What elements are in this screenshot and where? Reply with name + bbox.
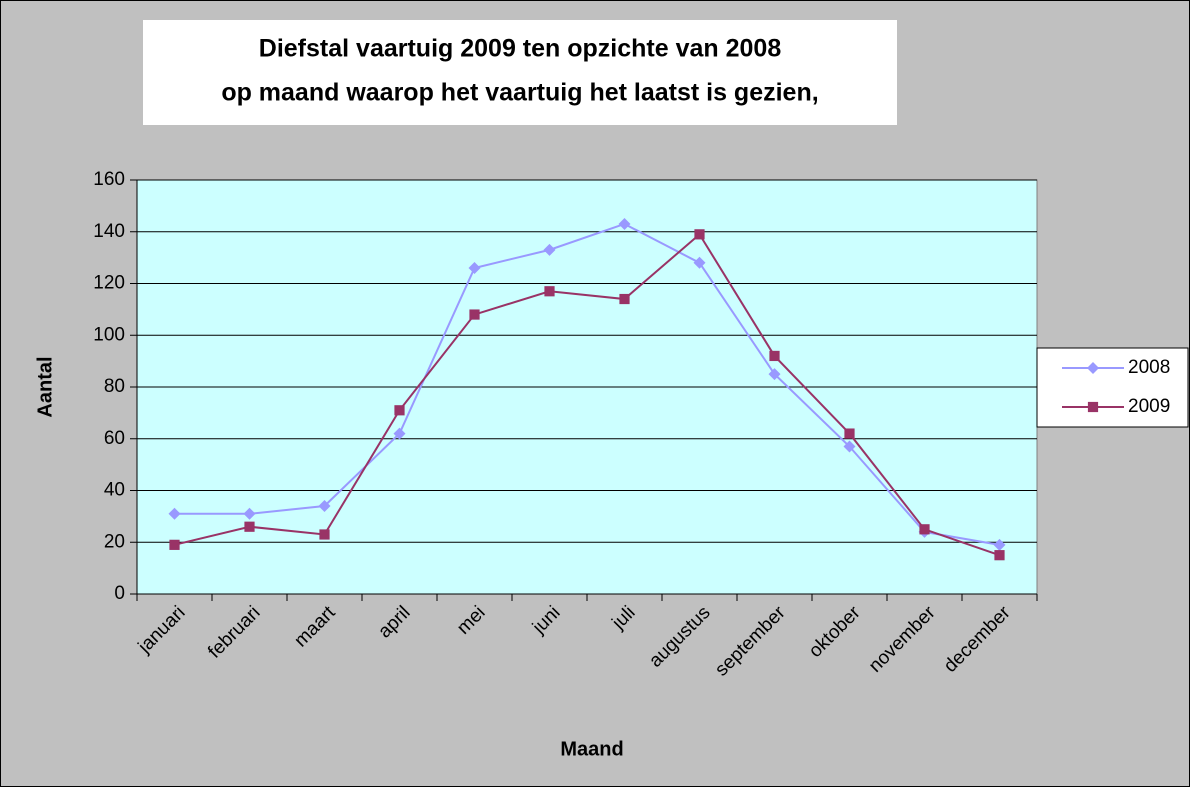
- marker: [169, 539, 180, 550]
- x-axis-label: Maand: [560, 738, 623, 760]
- marker: [319, 529, 330, 540]
- legend-marker: [1087, 362, 1099, 374]
- chart-title: Diefstal vaartuig 2009 ten opzichte van …: [259, 35, 782, 63]
- marker: [544, 286, 555, 297]
- legend-label: 2008: [1128, 357, 1170, 378]
- chart-title: op maand waarop het vaartuig het laatst …: [221, 79, 818, 107]
- marker: [394, 405, 405, 416]
- marker: [244, 521, 255, 532]
- marker: [168, 507, 181, 520]
- marker: [468, 261, 481, 274]
- marker: [318, 500, 331, 513]
- marker: [543, 243, 556, 256]
- marker: [994, 550, 1005, 561]
- y-tick-label: 20: [104, 531, 125, 552]
- legend-label: 2009: [1128, 396, 1170, 417]
- series-line: [174, 222, 1000, 546]
- marker: [393, 427, 406, 440]
- y-axis-label: Aantal: [34, 356, 56, 417]
- marker: [243, 507, 256, 520]
- marker: [619, 293, 630, 305]
- y-tick-label: 60: [104, 428, 125, 449]
- marker: [693, 256, 706, 269]
- title-box: [143, 20, 897, 125]
- y-tick-label: 140: [93, 221, 125, 242]
- marker: [769, 350, 780, 362]
- y-tick-label: 160: [93, 169, 125, 190]
- y-tick-label: 0: [114, 583, 125, 604]
- marker: [768, 368, 781, 381]
- marker: [993, 538, 1006, 551]
- marker: [919, 524, 930, 535]
- y-tick-label: 120: [93, 273, 125, 294]
- marker: [694, 229, 705, 240]
- marker: [469, 309, 480, 320]
- y-tick-label: 80: [104, 376, 125, 397]
- series-line: [174, 232, 1000, 557]
- y-tick-label: 40: [104, 480, 125, 501]
- marker: [844, 428, 855, 439]
- legend-marker: [1087, 401, 1099, 413]
- marker: [618, 217, 631, 230]
- marker: [843, 440, 856, 453]
- y-tick-label: 100: [93, 324, 125, 345]
- legend-box: [1036, 347, 1189, 428]
